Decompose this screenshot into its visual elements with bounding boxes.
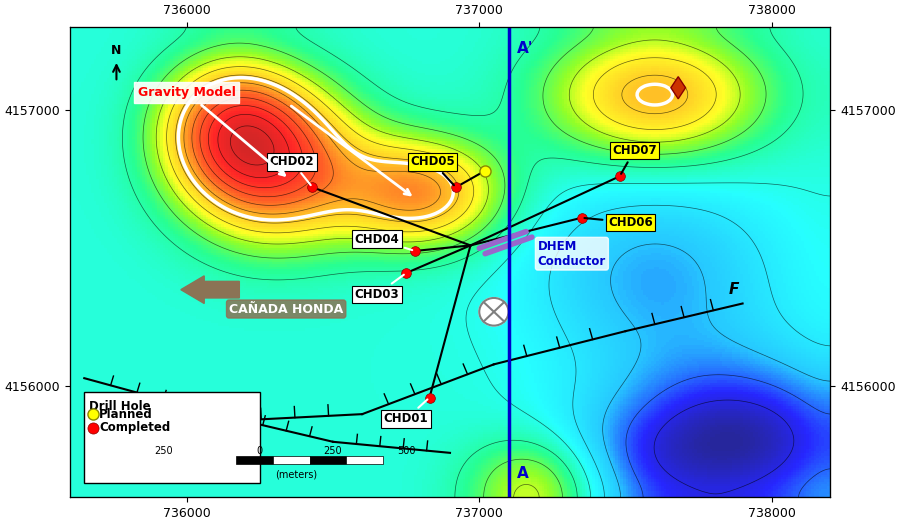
FancyBboxPatch shape [85,392,260,483]
Text: Gravity Model: Gravity Model [138,86,284,175]
Text: A: A [518,465,529,481]
Polygon shape [670,77,686,99]
Text: Planned: Planned [99,408,153,421]
Text: 250: 250 [324,445,342,456]
Bar [310,456,346,464]
Bar [273,456,310,464]
Bar [237,456,273,464]
FancyArrow shape [181,276,239,303]
Text: N: N [112,45,122,57]
Text: CAÑADA HONDA: CAÑADA HONDA [229,302,343,315]
Text: DHEM
Conductor: DHEM Conductor [538,239,606,268]
Text: 250: 250 [154,445,173,456]
Text: F: F [88,415,98,430]
Text: 0: 0 [256,445,263,456]
Text: Completed: Completed [99,421,170,434]
Text: CHD06: CHD06 [584,216,652,229]
Text: F: F [729,282,739,297]
Bar [346,456,382,464]
Text: Drill Hole: Drill Hole [89,400,150,413]
Text: A': A' [518,41,534,56]
Text: CHD07: CHD07 [612,144,657,174]
Text: (meters): (meters) [275,470,318,479]
Text: CHD04: CHD04 [355,233,412,250]
Text: CHD05: CHD05 [410,155,454,185]
Text: CHD01: CHD01 [383,399,428,425]
Text: CHD03: CHD03 [355,275,404,301]
Text: CHD02: CHD02 [270,155,314,185]
Text: 500: 500 [397,445,416,456]
Circle shape [480,298,508,325]
